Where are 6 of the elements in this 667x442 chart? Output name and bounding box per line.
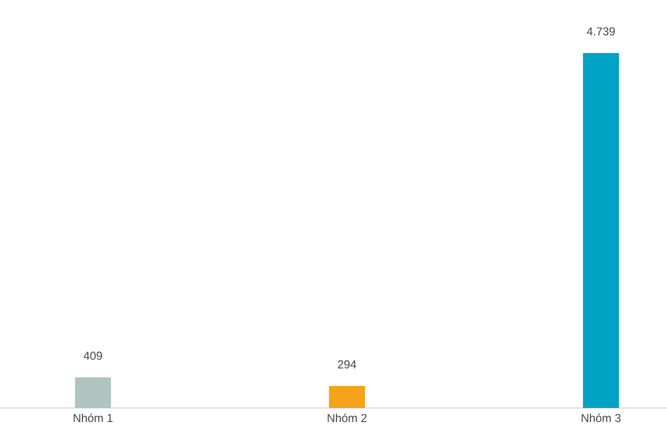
data-label: 409 bbox=[84, 352, 102, 360]
x-tick-label: Nhóm 1 bbox=[74, 414, 113, 422]
x-tick-label: Nhóm 3 bbox=[582, 414, 621, 422]
x-tick-label: Nhóm 2 bbox=[328, 414, 367, 422]
data-label: 4.739 bbox=[586, 27, 615, 36]
data-label: 294 bbox=[338, 360, 356, 368]
